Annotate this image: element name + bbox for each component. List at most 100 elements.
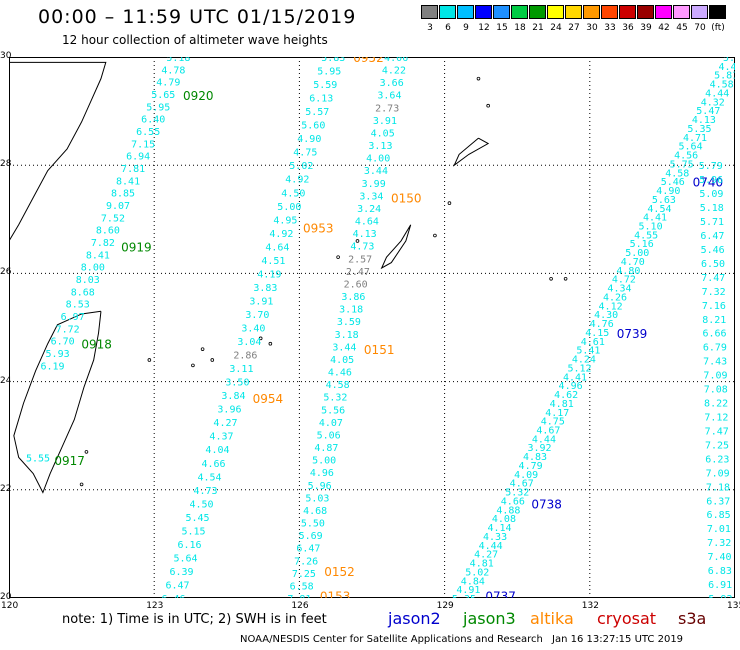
map-subtitle: 12 hour collection of altimeter wave hei… — [62, 33, 328, 47]
wave-height-value: 4.09 — [514, 470, 538, 481]
wave-height-value: 4.32 — [701, 97, 725, 108]
color-swatch — [457, 5, 474, 19]
legend-cryosat: cryosat — [597, 609, 657, 628]
wave-height-value: 7.16 — [702, 301, 726, 312]
wave-height-value: 5.32 — [505, 488, 529, 499]
wave-height-value: 5.75 — [670, 159, 694, 170]
china-coastline — [9, 61, 107, 242]
color-swatch — [691, 5, 708, 19]
pass-time-label: 0953 — [303, 221, 334, 235]
wave-height-value: 7.32 — [707, 538, 731, 549]
wave-height-value: 2.86 — [233, 351, 257, 362]
okinawa-coastline — [380, 224, 412, 270]
wave-height-value: 4.17 — [545, 408, 569, 419]
color-swatch — [655, 5, 672, 19]
island-marker — [336, 255, 340, 259]
island-marker — [476, 76, 481, 81]
wave-height-value: 4.05 — [330, 355, 354, 366]
color-scale-label: 15 — [496, 23, 508, 33]
latitude-tick-label: 24 — [0, 375, 12, 386]
island-marker — [563, 277, 568, 281]
color-scale-label: 3 — [427, 23, 433, 33]
wave-height-value: 4.66 — [201, 459, 225, 470]
wave-height-value: 5.18 — [700, 203, 724, 214]
wave-height-value: 4.44 — [705, 88, 729, 99]
color-swatch — [529, 5, 546, 19]
wave-height-value: 4.90 — [656, 186, 680, 197]
wave-height-value: 4.84 — [461, 576, 485, 587]
wave-height-value: 2.73 — [375, 103, 399, 114]
island-marker — [486, 103, 490, 108]
pass-time-label: 0152 — [324, 565, 355, 579]
wave-height-value: 5.10 — [639, 222, 663, 233]
wave-height-value: 6.39 — [169, 567, 193, 578]
wave-height-value: 3.04 — [237, 337, 261, 348]
wave-height-value: 4.64 — [355, 217, 379, 228]
wave-height-value: 4.51 — [261, 256, 285, 267]
wave-height-value: 4.54 — [197, 472, 221, 483]
wave-height-value: 7.26 — [294, 556, 318, 567]
wave-height-value: 4.50 — [281, 188, 305, 199]
wave-height-value: 5.69 — [299, 531, 323, 542]
wave-height-value: 8.00 — [81, 263, 105, 274]
island-marker — [210, 358, 215, 362]
color-swatch — [475, 5, 492, 19]
wave-height-value: 3.34 — [359, 191, 383, 202]
wave-height-value: 5.00 — [312, 456, 336, 467]
longitude-tick-label: 135 — [727, 601, 740, 611]
wave-height-value: 4.08 — [492, 514, 516, 525]
wave-height-value: 4.14 — [487, 523, 511, 534]
wave-height-value: 5.46 — [661, 177, 685, 188]
wave-height-value: 3.91 — [373, 116, 397, 127]
wave-height-value: 5.95 — [317, 67, 341, 78]
wave-height-value: 6.46 — [162, 594, 186, 598]
island-marker — [147, 358, 152, 362]
wave-height-value: 7.09 — [706, 468, 730, 479]
wave-height-value: 7.09 — [703, 371, 727, 382]
wave-height-value: 6.79 — [703, 343, 727, 354]
wave-height-value: 8.03 — [76, 275, 100, 286]
wave-height-value: 4.54 — [647, 204, 671, 215]
wave-height-value: 5.16 — [630, 239, 654, 250]
wave-height-value: 4.92 — [269, 229, 293, 240]
wave-height-value: 7.18 — [706, 482, 730, 493]
wave-height-value: 5.06 — [317, 430, 341, 441]
wave-height-value: 4.78 — [161, 65, 185, 76]
wave-height-value: 7.15 — [131, 139, 155, 150]
wave-height-value: 4.70 — [621, 257, 645, 268]
wave-height-value: 4.71 — [683, 133, 707, 144]
wave-height-value: 4.27 — [213, 418, 237, 429]
wave-height-value: 5.03 — [305, 493, 329, 504]
island-marker — [355, 239, 360, 243]
wave-height-value: 5.96 — [699, 175, 723, 186]
wave-height-value: 5.55 — [26, 453, 50, 464]
wave-height-value: 5.92 — [708, 594, 732, 598]
wave-height-value: 4.33 — [483, 532, 507, 543]
wave-height-value: 6.47 — [296, 544, 320, 555]
wave-height-value: 4.88 — [496, 505, 520, 516]
wave-height-value: 4.73 — [193, 486, 217, 497]
wave-height-value: 6.13 — [309, 94, 333, 105]
wave-height-value: 5.45 — [185, 513, 209, 524]
pass-time-label: 0918 — [81, 338, 112, 352]
wave-height-value: 6.47 — [700, 231, 724, 242]
wave-height-value: 4.68 — [303, 506, 327, 517]
pass-time-label: 0919 — [121, 240, 152, 254]
wave-height-value: 3.24 — [357, 204, 381, 215]
wave-height-value: 5.63 — [652, 195, 676, 206]
longitude-tick-label: 129 — [436, 601, 454, 611]
island-marker — [447, 201, 452, 205]
wave-height-value: 8.53 — [66, 300, 90, 311]
wave-height-value: 4.13 — [353, 229, 377, 240]
taiwan-coastline — [13, 310, 102, 494]
wave-height-value: 4.73 — [350, 242, 374, 253]
wave-height-value: 3.84 — [221, 391, 245, 402]
wave-height-value: 4.12 — [599, 301, 623, 312]
wave-height-value: 7.32 — [702, 287, 726, 298]
color-swatch — [493, 5, 510, 19]
wave-height-value: 5.18 — [166, 57, 190, 64]
amami-coastline — [453, 137, 490, 167]
wave-height-value: 2.57 — [348, 254, 372, 265]
wave-height-value: 4.37 — [209, 432, 233, 443]
wave-height-value: 7.81 — [287, 594, 311, 598]
